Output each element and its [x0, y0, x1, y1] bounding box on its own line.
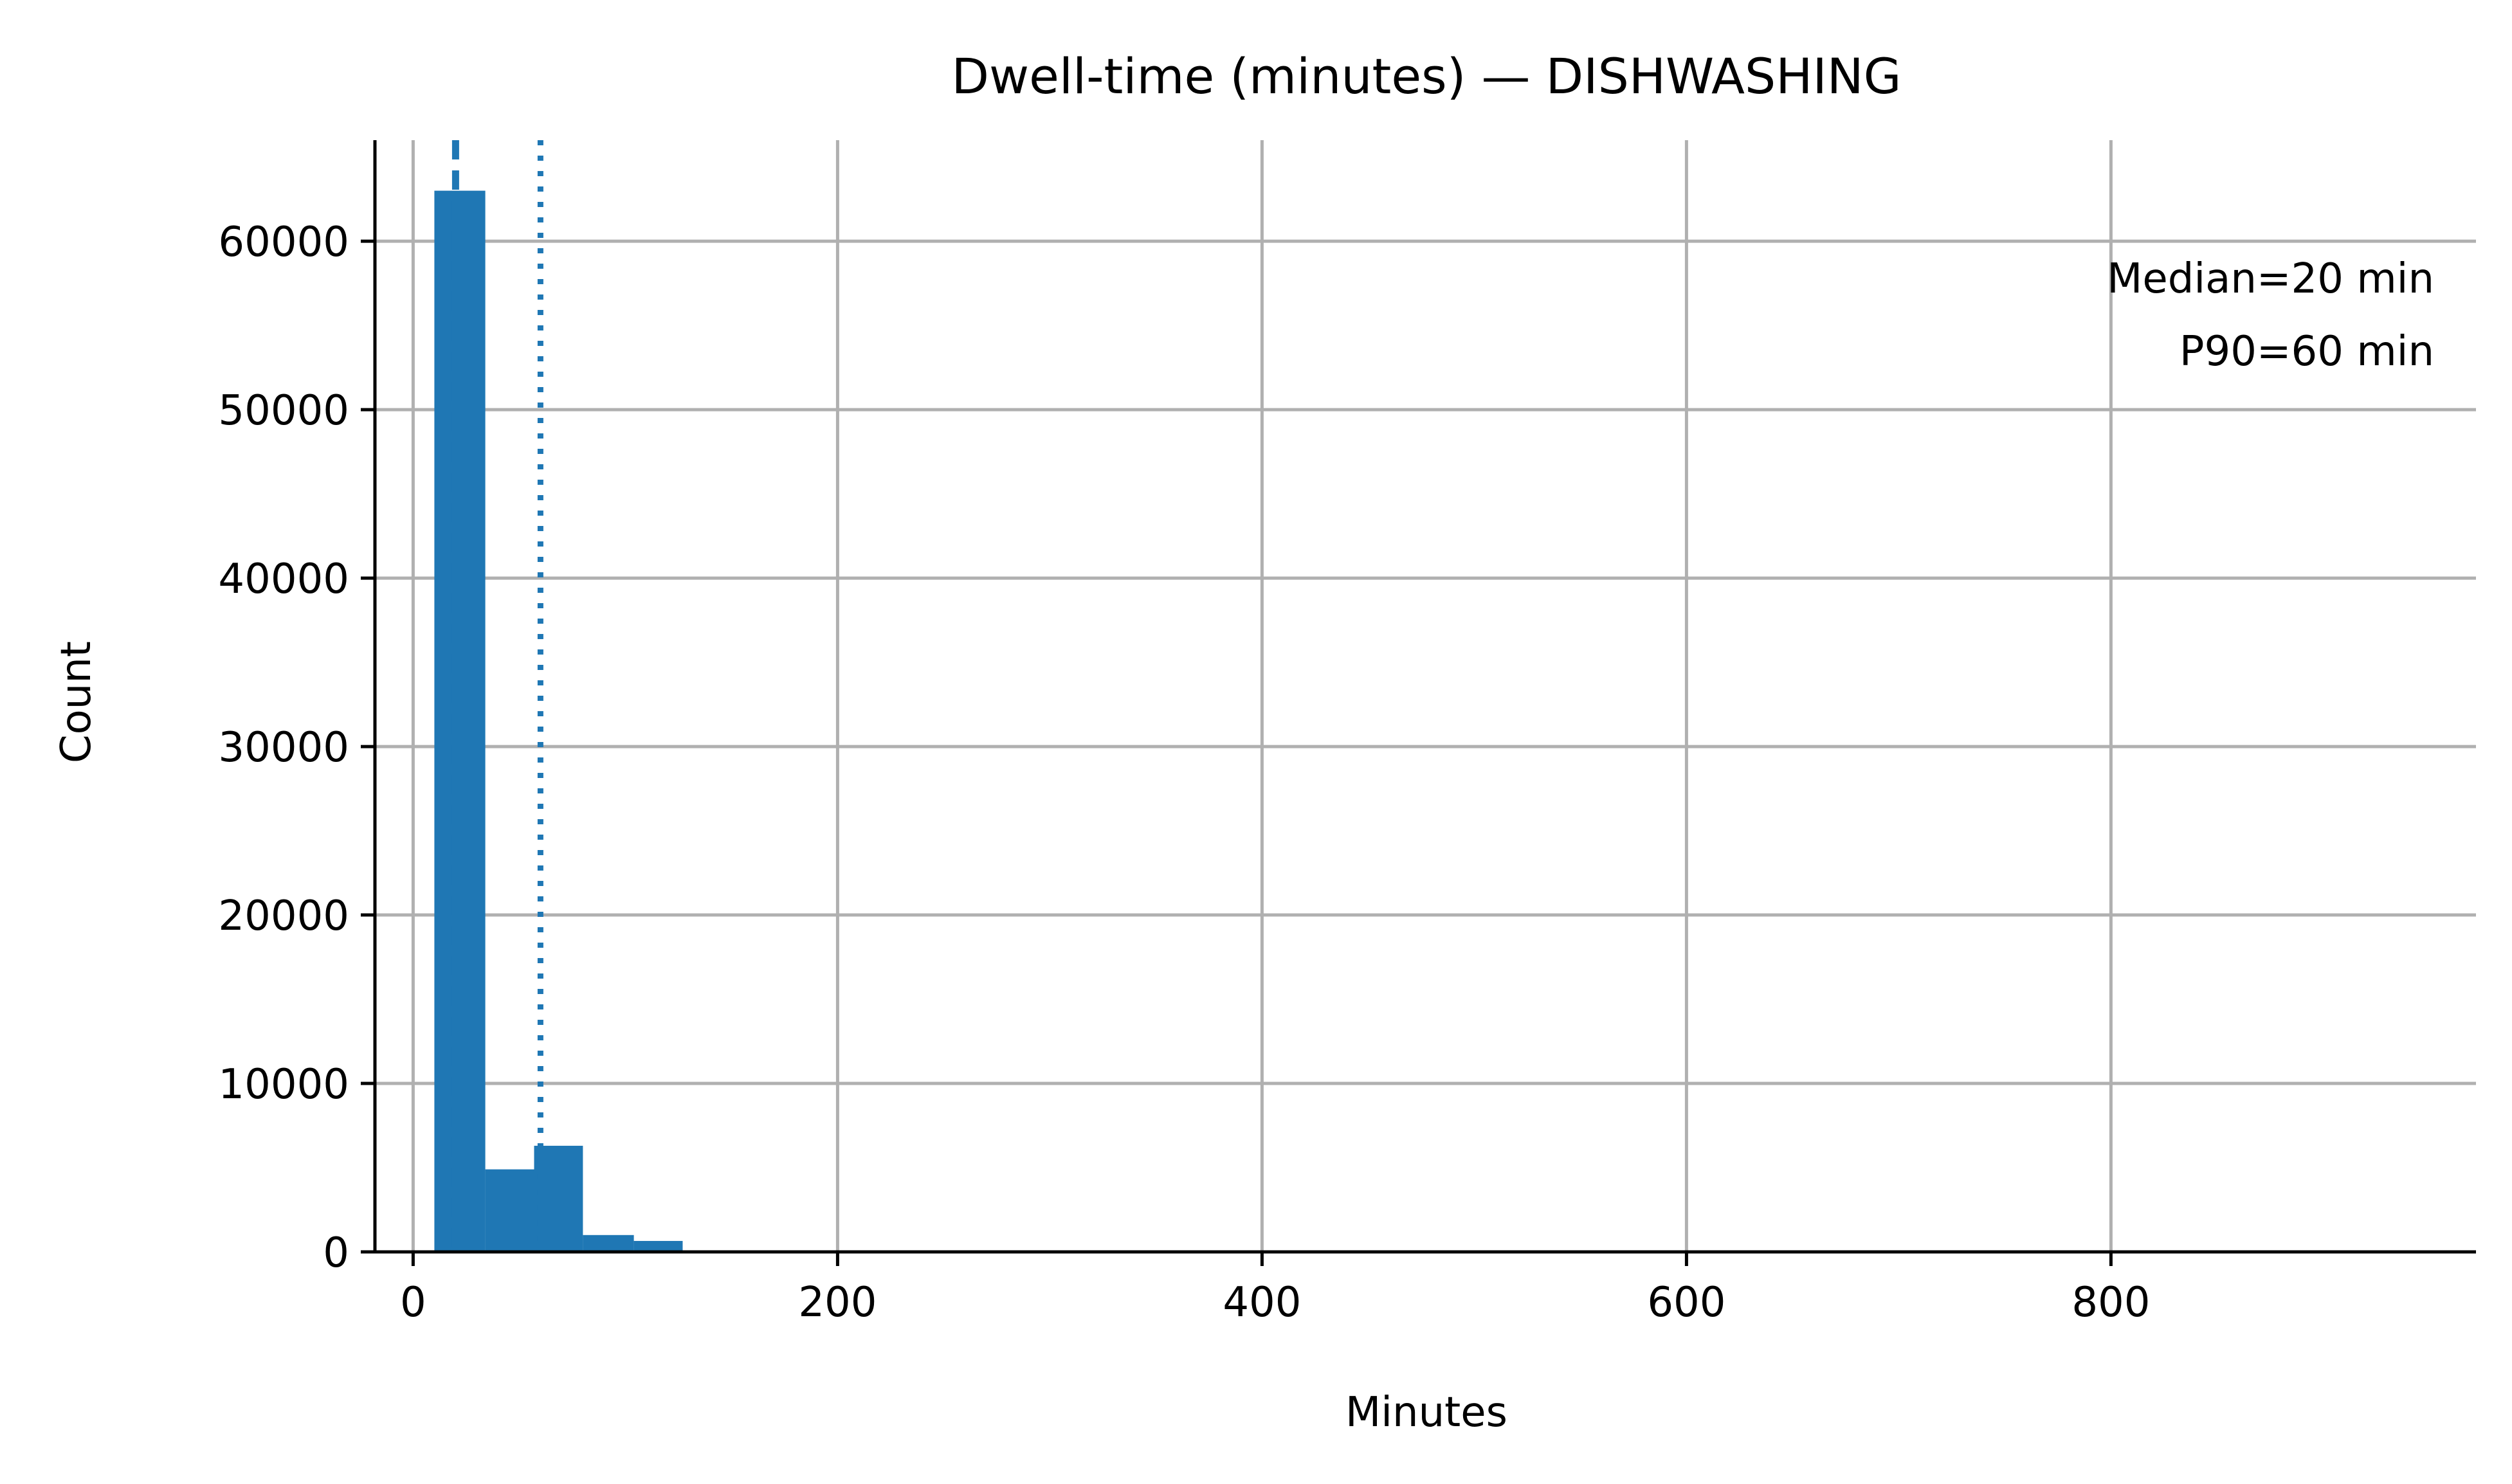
- x-tick-label-0: 0: [400, 1279, 426, 1326]
- x-tick-label-800: 800: [2071, 1279, 2150, 1326]
- reference-lines-layer: [451, 140, 543, 1252]
- y-tick-label-0: 0: [323, 1229, 349, 1277]
- x-tick-label-400: 400: [1223, 1279, 1301, 1326]
- annotation-p90: P90=60 min: [2180, 328, 2434, 376]
- histogram-bar-4: [633, 1240, 683, 1252]
- x-tick-label-200: 200: [798, 1279, 877, 1326]
- y-tick-label-50000: 50000: [218, 387, 349, 435]
- y-axis-label: Count: [53, 641, 100, 763]
- grid-layer: [375, 140, 2476, 1254]
- ticks-layer: 0 200 400 600 800 0 10000 20000 30000 40000 50000 6…: [218, 219, 2150, 1326]
- axes-layer: [373, 140, 2476, 1254]
- y-tick-label-10000: 10000: [218, 1061, 349, 1108]
- y-tick-label-30000: 30000: [218, 724, 349, 772]
- histogram-bar-1: [485, 1169, 534, 1252]
- y-tick-label-20000: 20000: [218, 892, 349, 940]
- x-axis-label: Minutes: [1345, 1389, 1507, 1436]
- bars-layer: [434, 190, 683, 1252]
- histogram-bar-3: [583, 1235, 634, 1252]
- histogram-bar-0: [434, 190, 486, 1252]
- y-tick-label-60000: 60000: [218, 219, 349, 266]
- annotation-median: Median=20 min: [2107, 255, 2434, 303]
- chart-title: Dwell-time (minutes) — DISHWASHING: [951, 48, 1901, 105]
- y-tick-label-40000: 40000: [218, 556, 349, 603]
- x-tick-label-600: 600: [1647, 1279, 1725, 1326]
